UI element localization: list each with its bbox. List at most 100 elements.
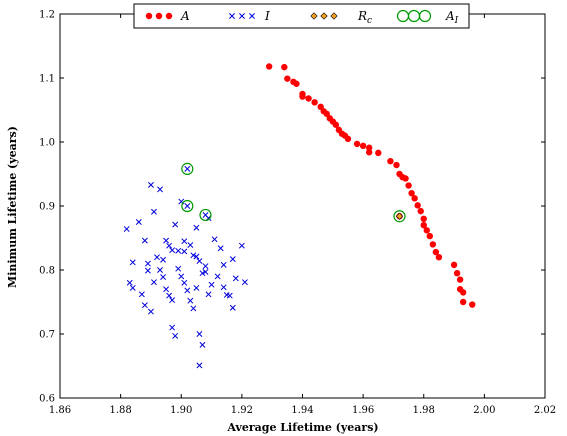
- series-a: [265, 63, 476, 308]
- data-point: [190, 305, 197, 312]
- legend-marker: [229, 13, 235, 19]
- data-point: [459, 289, 467, 296]
- data-point: [229, 304, 236, 311]
- data-point: [202, 263, 209, 270]
- legend-marker: [320, 12, 328, 20]
- data-point: [129, 284, 136, 291]
- data-point: [211, 236, 218, 243]
- data-point: [217, 245, 224, 252]
- data-point: [205, 291, 212, 298]
- data-point: [453, 270, 461, 277]
- data-point: [214, 273, 221, 280]
- data-point: [226, 292, 233, 299]
- y-tick-label: 0.9: [39, 202, 55, 213]
- legend-entry: A: [145, 9, 190, 23]
- data-point: [196, 258, 203, 264]
- data-point: [199, 341, 206, 348]
- data-point: [138, 291, 145, 298]
- x-tick-label: 1.88: [109, 405, 131, 416]
- y-tick-label: 0.7: [39, 330, 55, 341]
- data-point: [414, 202, 421, 209]
- x-tick-label: 1.98: [413, 405, 435, 416]
- data-point: [311, 99, 318, 106]
- x-axis-label: Average Lifetime (years): [226, 421, 378, 434]
- data-point: [147, 308, 154, 315]
- data-point: [299, 93, 306, 100]
- ring-marker: [199, 208, 212, 222]
- x-tick-label: 2.02: [534, 405, 556, 416]
- data-point: [135, 219, 142, 225]
- legend-marker: [155, 12, 163, 20]
- legend-marker: [165, 12, 173, 20]
- y-tick-label: 1.2: [39, 10, 55, 21]
- plot-frame: [59, 13, 546, 399]
- data-point: [172, 332, 179, 339]
- data-point: [202, 268, 209, 275]
- data-point: [126, 279, 133, 286]
- data-point: [284, 75, 291, 82]
- data-point: [123, 226, 130, 232]
- data-point: [456, 276, 464, 283]
- legend-marker: [145, 12, 153, 20]
- data-point: [393, 161, 400, 169]
- data-point: [144, 260, 151, 267]
- data-point: [305, 95, 312, 102]
- legend-marker: [418, 9, 432, 23]
- data-point: [141, 302, 148, 309]
- legend-label: I: [264, 9, 270, 23]
- data-point: [359, 142, 367, 150]
- data-point: [353, 140, 361, 148]
- data-point: [423, 227, 430, 234]
- data-point: [184, 165, 191, 172]
- data-point: [166, 292, 173, 299]
- legend: A I Rc AI: [133, 3, 470, 29]
- legend-marker: [249, 13, 255, 19]
- data-point: [184, 287, 191, 294]
- series-i: [123, 165, 248, 369]
- data-point: [238, 242, 245, 249]
- legend-marker: [330, 12, 338, 20]
- data-point: [147, 181, 154, 188]
- data-point: [193, 284, 200, 291]
- series-r-c: [395, 212, 404, 220]
- data-point: [220, 261, 227, 268]
- legend-marker: [239, 13, 245, 19]
- data-point: [332, 121, 340, 128]
- chart-marks: [123, 63, 476, 369]
- y-axis-label: Minimum Lifetime (years): [6, 126, 19, 288]
- data-point: [178, 273, 185, 280]
- data-point: [344, 135, 352, 142]
- data-point: [323, 110, 330, 118]
- data-point: [365, 144, 373, 151]
- legend-box: [133, 3, 470, 29]
- series-a-i: [181, 162, 406, 223]
- legend-label-subscript: I: [454, 16, 459, 26]
- data-point: [375, 149, 382, 157]
- data-point: [420, 215, 427, 222]
- data-point: [469, 301, 476, 308]
- x-tick-label: 1.86: [49, 405, 71, 416]
- data-point: [417, 207, 424, 215]
- data-point: [169, 247, 176, 254]
- data-point: [175, 247, 182, 254]
- data-point: [229, 256, 236, 263]
- x-tick-label: 1.90: [170, 405, 192, 416]
- data-point: [450, 261, 458, 269]
- data-point: [411, 195, 418, 202]
- data-point: [202, 212, 209, 218]
- data-point: [432, 248, 440, 256]
- data-point: [175, 265, 182, 272]
- plot-area: [59, 13, 546, 399]
- data-point: [420, 222, 427, 229]
- data-point: [163, 286, 170, 293]
- data-point: [405, 182, 412, 189]
- data-point: [402, 175, 409, 182]
- data-point: [169, 324, 176, 331]
- data-point: [435, 254, 443, 261]
- data-point: [365, 149, 373, 156]
- data-point: [193, 224, 200, 231]
- data-point: [408, 190, 415, 197]
- data-point: [166, 242, 173, 249]
- ring-marker: [393, 210, 406, 223]
